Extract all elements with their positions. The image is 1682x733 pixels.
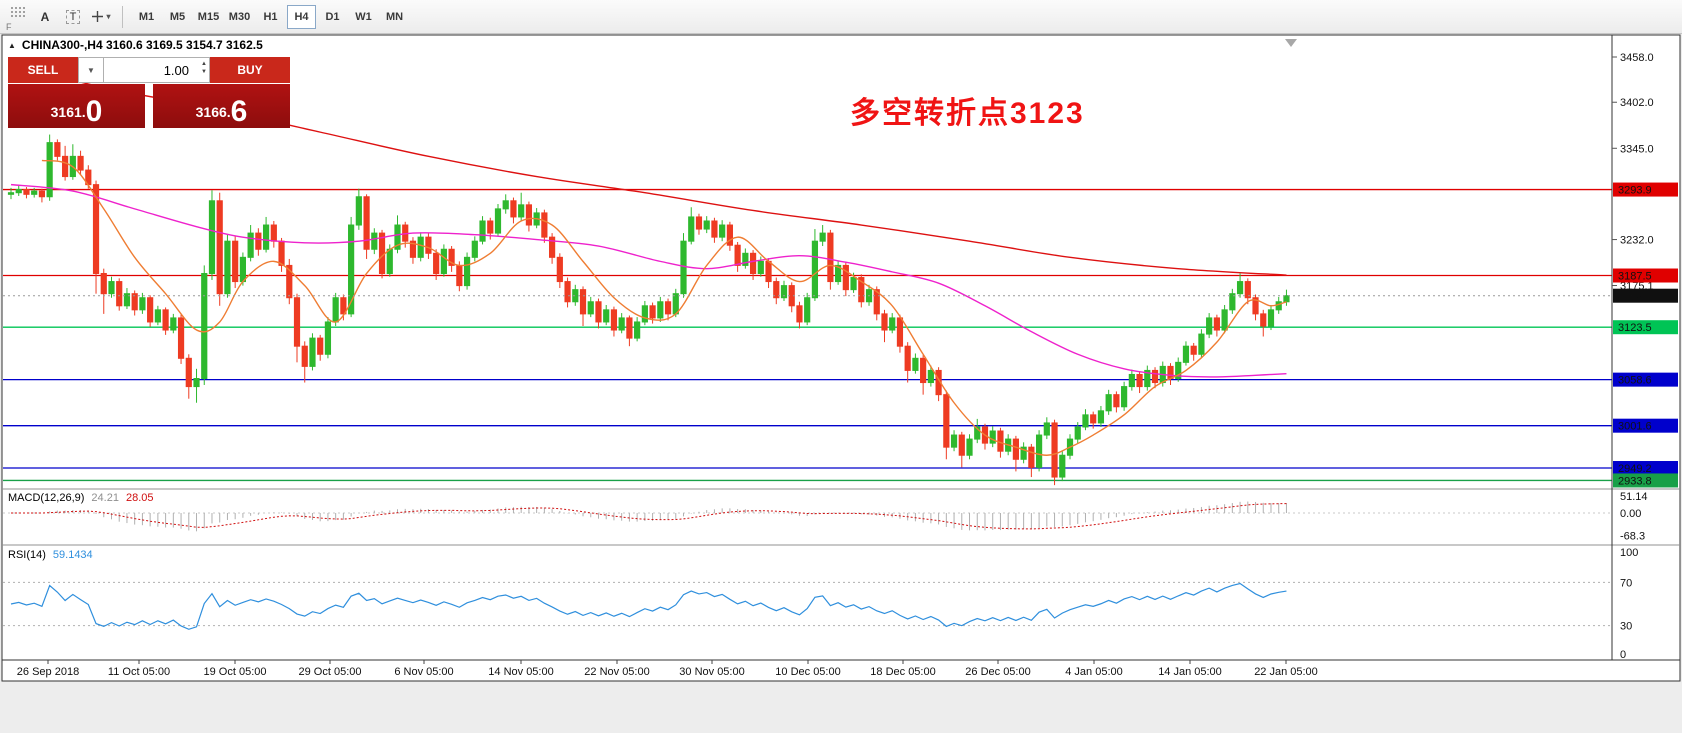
time-axis-label: 14 Nov 05:00 bbox=[488, 666, 553, 678]
price-label-2933.8: 2933.8 bbox=[1618, 475, 1652, 487]
time-axis-label: 22 Jan 05:00 bbox=[1254, 666, 1318, 678]
toolbar-dock-label: F bbox=[6, 21, 12, 32]
toolbar-grip[interactable]: F bbox=[4, 2, 30, 32]
volume-field-wrap: ▲ ▼ bbox=[104, 57, 210, 83]
timeframe-button-M5[interactable]: M5 bbox=[169, 10, 186, 23]
rsi-axis-label: 30 bbox=[1620, 621, 1632, 633]
buy-price-display[interactable]: 3166. 6 bbox=[153, 84, 290, 128]
price-label-3001.6: 3001.6 bbox=[1618, 421, 1652, 433]
crosshair-icon bbox=[92, 11, 104, 22]
buy-price-small: 3166. bbox=[195, 104, 231, 120]
macd-histogram bbox=[18, 501, 1287, 532]
timeframe-button-H1[interactable]: H1 bbox=[263, 10, 278, 23]
price-label-3162.5: 3162.5 bbox=[1618, 291, 1652, 303]
time-axis-label: 19 Oct 05:00 bbox=[204, 666, 267, 678]
chart-shift-marker[interactable] bbox=[1285, 39, 1297, 47]
toolbar-separator bbox=[122, 5, 123, 28]
time-axis-label: 4 Jan 05:00 bbox=[1065, 666, 1123, 678]
timeframe-button-M15[interactable]: M15 bbox=[197, 10, 220, 23]
macd-signal-line bbox=[10, 503, 1287, 530]
step-down-icon[interactable]: ▼ bbox=[201, 69, 207, 75]
price-label-3058.6: 3058.6 bbox=[1618, 375, 1652, 387]
price-axis-tick: 3458.0 bbox=[1620, 52, 1654, 64]
rsi-axis-label: 100 bbox=[1620, 547, 1638, 559]
time-axis-label: 11 Oct 05:00 bbox=[108, 666, 170, 678]
macd-value-main: 24.21 bbox=[91, 492, 119, 504]
buy-button[interactable]: BUY bbox=[210, 57, 290, 83]
macd-axis-label: 51.14 bbox=[1620, 491, 1648, 503]
volume-input[interactable] bbox=[104, 58, 209, 82]
crosshair-tool-button[interactable]: ▾ bbox=[88, 4, 114, 30]
price-label-3123.5: 3123.5 bbox=[1618, 322, 1652, 334]
symbol-quote-line[interactable]: ▲ CHINA300-,H4 3160.6 3169.5 3154.7 3162… bbox=[8, 38, 263, 52]
chart-frame bbox=[1, 34, 1681, 682]
volume-stepper[interactable]: ▲ ▼ bbox=[201, 61, 207, 75]
text-label-tool-button[interactable]: A bbox=[32, 4, 58, 30]
price-axis-tick: 3402.0 bbox=[1620, 97, 1654, 109]
buy-price-big: 6 bbox=[230, 94, 248, 128]
timeframe-button-MN[interactable]: MN bbox=[385, 10, 404, 23]
price-axis-tick: 3232.0 bbox=[1620, 235, 1654, 247]
rsi-line bbox=[10, 582, 1287, 630]
one-click-trade-panel: SELL ▼ ▲ ▼ BUY 3161. 0 3166. 6 bbox=[8, 57, 290, 128]
quote-text: CHINA300-,H4 3160.6 3169.5 3154.7 3162.5 bbox=[21, 38, 263, 52]
price-label-3187.5: 3187.5 bbox=[1618, 271, 1652, 283]
price-label-3293.9: 3293.9 bbox=[1618, 185, 1652, 197]
time-axis-label: 26 Dec 05:00 bbox=[965, 666, 1030, 678]
ma-fast-line bbox=[41, 159, 1287, 456]
price-axis-tick: 3345.0 bbox=[1620, 143, 1654, 155]
text-box-tool-button[interactable]: T bbox=[60, 4, 86, 30]
volume-dropdown[interactable]: ▼ bbox=[78, 57, 104, 83]
rsi-axis-label: 0 bbox=[1620, 649, 1626, 661]
time-axis-label: 10 Dec 05:00 bbox=[775, 666, 840, 678]
time-axis-label: 14 Jan 05:00 bbox=[1158, 666, 1222, 678]
macd-indicator-label: MACD(12,26,9) 24.21 28.05 bbox=[8, 492, 153, 504]
time-axis-label: 22 Nov 05:00 bbox=[584, 666, 649, 678]
step-up-icon[interactable]: ▲ bbox=[201, 61, 207, 67]
rsi-value: 59.1434 bbox=[52, 549, 93, 561]
time-axis-label: 18 Dec 05:00 bbox=[870, 666, 935, 678]
chart-annotation: 多空转折点3123 bbox=[850, 97, 1085, 130]
time-axis-label: 6 Nov 05:00 bbox=[394, 666, 453, 678]
ma-mid-line bbox=[10, 183, 1287, 378]
price-lines[interactable] bbox=[3, 188, 1612, 482]
text-box-icon: T bbox=[65, 9, 81, 24]
text-label-icon: A bbox=[40, 9, 50, 24]
sell-button[interactable]: SELL bbox=[8, 57, 78, 83]
macd-axis-label: -68.3 bbox=[1620, 531, 1645, 543]
toolbar: F A T ▾ M1 M5 M15 M30 H1 H4 D1 W1 MN bbox=[0, 0, 1682, 34]
rsi-indicator-label: RSI(14) 59.1434 bbox=[8, 549, 93, 561]
macd-value-signal: 28.05 bbox=[125, 492, 154, 504]
grip-dots-icon bbox=[10, 5, 26, 19]
rsi-axis-label: 70 bbox=[1620, 577, 1632, 589]
chevron-down-icon: ▾ bbox=[106, 12, 111, 21]
timeframe-button-M1[interactable]: M1 bbox=[138, 10, 155, 23]
sell-price-display[interactable]: 3161. 0 bbox=[8, 84, 145, 128]
sell-price-big: 0 bbox=[85, 94, 103, 128]
time-axis-label: 30 Nov 05:00 bbox=[679, 666, 744, 678]
macd-axis-label: 0.00 bbox=[1620, 508, 1641, 520]
timeframe-button-H4[interactable]: H4 bbox=[287, 4, 316, 29]
timeframe-button-W1[interactable]: W1 bbox=[355, 10, 372, 23]
price-label-2949.2: 2949.2 bbox=[1618, 463, 1652, 475]
timeframe-button-D1[interactable]: D1 bbox=[325, 10, 340, 23]
time-axis-label: 26 Sep 2018 bbox=[17, 666, 79, 678]
sell-price-small: 3161. bbox=[50, 104, 86, 120]
timeframe-buttons: M1 M5 M15 M30 H1 H4 D1 W1 MN bbox=[131, 4, 410, 29]
time-axis-label: 29 Oct 05:00 bbox=[299, 666, 362, 678]
macd-name: MACD(12,26,9) bbox=[8, 492, 85, 504]
rsi-name: RSI(14) bbox=[8, 549, 46, 561]
timeframe-button-M30[interactable]: M30 bbox=[228, 10, 251, 23]
collapse-arrow-icon[interactable]: ▲ bbox=[8, 40, 16, 50]
